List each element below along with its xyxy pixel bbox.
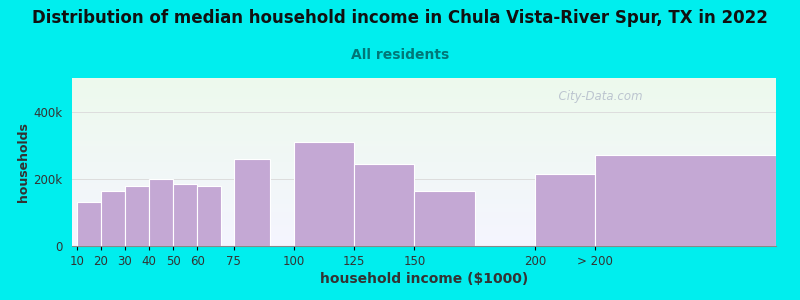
Bar bbox=[354, 164, 414, 246]
Bar bbox=[149, 179, 174, 246]
Bar bbox=[198, 185, 222, 246]
Bar bbox=[234, 159, 270, 246]
Bar bbox=[125, 185, 149, 246]
Bar bbox=[595, 155, 776, 246]
Text: All residents: All residents bbox=[351, 48, 449, 62]
Y-axis label: households: households bbox=[18, 122, 30, 202]
Bar bbox=[101, 190, 125, 246]
Text: Distribution of median household income in Chula Vista-River Spur, TX in 2022: Distribution of median household income … bbox=[32, 9, 768, 27]
X-axis label: household income ($1000): household income ($1000) bbox=[320, 272, 528, 286]
Bar bbox=[77, 202, 101, 246]
Bar bbox=[414, 190, 474, 246]
Bar bbox=[535, 174, 595, 246]
Text: City-Data.com: City-Data.com bbox=[550, 90, 642, 103]
Bar bbox=[174, 184, 198, 246]
Bar bbox=[294, 142, 354, 246]
